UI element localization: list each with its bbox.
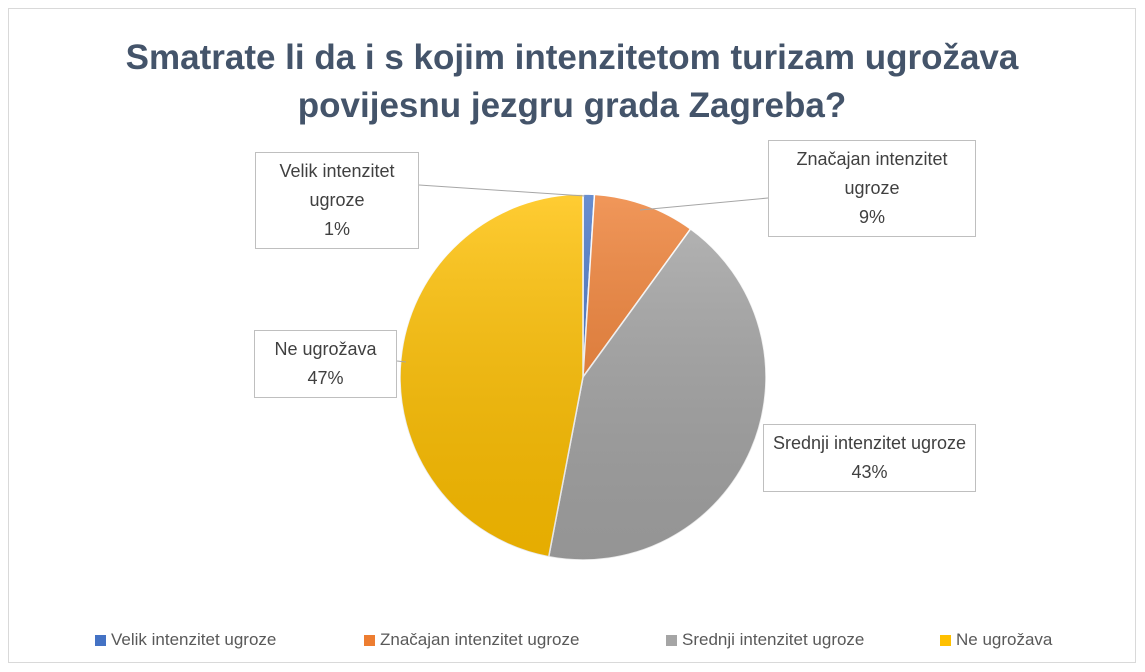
data-label-category: Značajan intenzitet ugroze bbox=[796, 149, 948, 198]
leader-line bbox=[418, 184, 586, 197]
legend-label: Srednji intenzitet ugroze bbox=[682, 630, 865, 649]
data-label: Velik intenzitet ugroze 1% bbox=[255, 152, 419, 249]
pie-slice bbox=[399, 193, 584, 558]
data-label-value: 47% bbox=[307, 368, 344, 388]
data-label: Značajan intenzitet ugroze 9% bbox=[768, 140, 976, 237]
legend-swatch bbox=[95, 634, 106, 646]
data-label-value: 1% bbox=[323, 219, 350, 239]
legend-swatch bbox=[666, 634, 677, 646]
data-label-value: 9% bbox=[858, 207, 885, 227]
legend-label: Značajan intenzitet ugroze bbox=[380, 630, 580, 649]
legend-item: Velik intenzitet ugroze bbox=[95, 630, 276, 650]
data-label-value: 43% bbox=[851, 462, 888, 482]
legend-label: Velik intenzitet ugroze bbox=[111, 630, 277, 649]
legend-item: Srednji intenzitet ugroze bbox=[666, 630, 864, 650]
data-label: Srednji intenzitet ugroze 43% bbox=[763, 424, 976, 492]
legend-swatch bbox=[940, 634, 951, 646]
legend-item: Značajan intenzitet ugroze bbox=[364, 630, 579, 650]
chart-title: Smatrate li da i s kojim intenzitetom tu… bbox=[125, 38, 1019, 125]
legend-swatch bbox=[364, 634, 375, 646]
leader-line bbox=[396, 360, 407, 363]
leader-line bbox=[639, 197, 769, 211]
legend-label: Ne ugrožava bbox=[956, 630, 1053, 649]
data-label-category: Srednji intenzitet ugroze bbox=[772, 433, 967, 453]
data-label-category: Velik intenzitet ugroze bbox=[279, 161, 395, 210]
chart-frame bbox=[8, 8, 1136, 663]
data-label: Ne ugrožava 47% bbox=[254, 330, 397, 398]
legend-item: Ne ugrožava bbox=[940, 630, 1052, 650]
data-label-category: Ne ugrožava bbox=[274, 339, 377, 359]
